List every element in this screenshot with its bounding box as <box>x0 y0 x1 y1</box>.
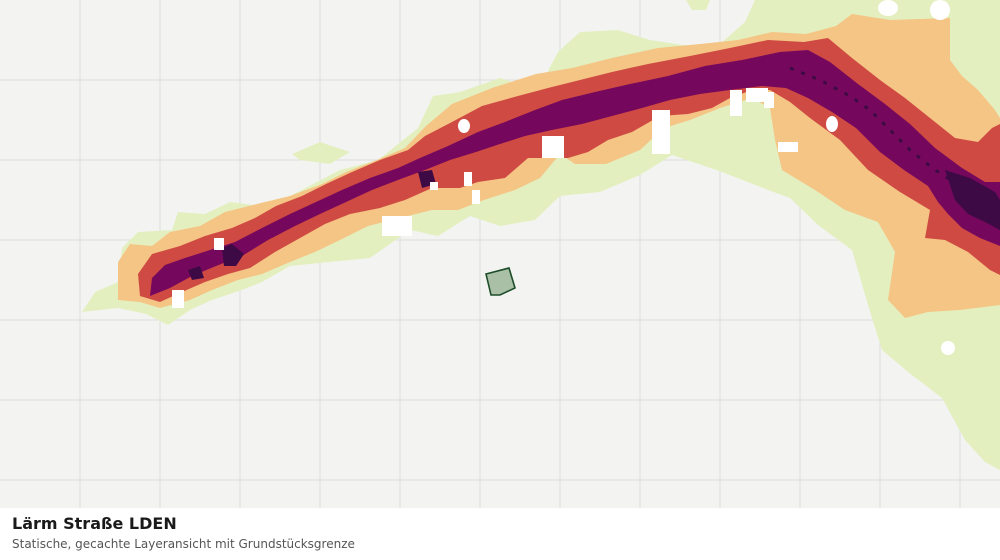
map-subtitle: Statische, gecachte Layeransicht mit Gru… <box>12 537 355 551</box>
noise-band-3 <box>138 38 1000 302</box>
noise-map[interactable] <box>0 0 1000 508</box>
noise-band-gaps <box>172 0 955 355</box>
noise-band-1 <box>82 0 1000 470</box>
parcel-boundary[interactable] <box>485 267 516 296</box>
map-title: Lärm Straße LDEN <box>12 514 177 533</box>
map-caption: Lärm Straße LDEN Statische, gecachte Lay… <box>0 508 1000 560</box>
noise-band-4 <box>150 50 1000 296</box>
